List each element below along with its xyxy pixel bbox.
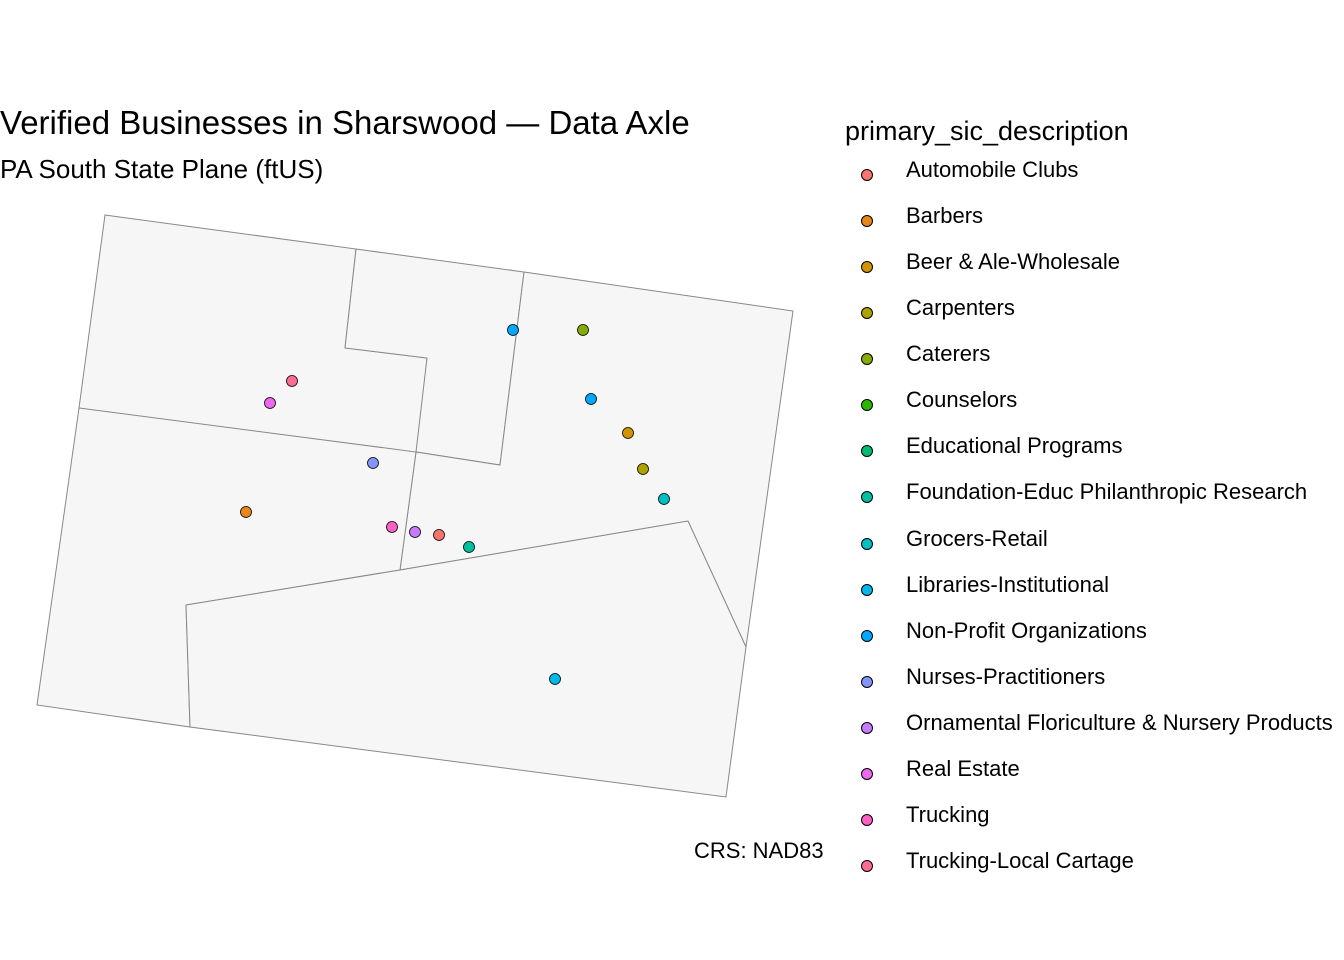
business-point [240,506,252,518]
legend-point-icon [861,169,873,181]
legend-label: Carpenters [906,295,1015,321]
legend-item: Grocers-Retail [845,526,1344,584]
legend-label: Educational Programs [906,433,1123,459]
crs-caption: CRS: NAD83 [694,838,824,863]
map-panel [36,214,794,798]
legend-point-icon [861,537,873,550]
legend-item: Counselors [845,387,1344,445]
legend-item: Libraries-Institutional [845,572,1344,630]
legend-label: Nurses-Practitioners [906,663,1106,689]
legend-title: primary_sic_description [845,116,1129,146]
business-point [386,521,398,533]
legend-label: Ornamental Floriculture & Nursery Produc… [906,709,1333,735]
legend-label: Beer & Ale-Wholesale [906,249,1120,275]
legend-label: Grocers-Retail [906,525,1048,551]
legend-point-icon [861,767,873,780]
business-point [585,393,597,405]
legend-point-icon [861,859,873,872]
legend-label: Libraries-Institutional [906,571,1109,597]
business-point [507,324,519,336]
business-point [463,541,475,553]
legend-label: Barbers [906,203,984,229]
legend: primary_sic_description Automobile Clubs… [845,116,1344,906]
map-subtitle: PA South State Plane (ftUS) [0,154,324,184]
legend-point-icon [861,261,873,274]
legend-item: Trucking [845,802,1344,860]
map-title: Verified Businesses in Sharswood — Data … [0,104,690,141]
legend-point-icon [861,215,873,228]
business-point [264,397,276,409]
legend-label: Trucking-Local Cartage [906,847,1134,873]
legend-point-icon [861,629,873,642]
legend-item: Trucking-Local Cartage [845,848,1344,906]
business-points [240,324,670,685]
legend-item: Foundation-Educ Philanthropic Research [845,479,1344,537]
block-group-polygon [185,520,747,798]
legend-label: Counselors [906,387,1018,413]
business-point [409,526,421,538]
legend-point-icon [861,583,873,596]
legend-item: Real Estate [845,756,1344,814]
block-group-polygons [36,214,794,798]
legend-label: Foundation-Educ Philanthropic Research [906,479,1308,505]
business-point [577,324,589,336]
business-point [433,529,445,541]
legend-item: Non-Profit Organizations [845,618,1344,676]
legend-label: Automobile Clubs [906,157,1079,182]
legend-item: Beer & Ale-Wholesale [845,249,1344,307]
legend-label: Trucking [906,801,990,827]
legend-item: Carpenters [845,295,1344,353]
legend-point-icon [861,675,873,688]
legend-label: Caterers [906,341,991,367]
business-point [622,427,634,439]
business-point [286,375,298,387]
legend-point-icon [861,813,873,826]
legend-label: Non-Profit Organizations [906,617,1147,643]
business-point [367,457,379,469]
legend-point-icon [861,721,873,734]
legend-items: Automobile Clubs Barbers Beer & Ale-Wholes… [845,157,1344,906]
legend-point-icon [861,399,873,412]
legend-item: Educational Programs [845,433,1344,491]
legend-item: Barbers [845,203,1344,261]
legend-item: Nurses-Practitioners [845,664,1344,722]
business-point [637,463,649,475]
legend-label: Real Estate [906,755,1020,781]
legend-item: Automobile Clubs [845,157,1344,215]
legend-item: Caterers [845,341,1344,399]
legend-point-icon [861,307,873,320]
business-point [658,493,670,505]
legend-item: Ornamental Floriculture & Nursery Produc… [845,710,1344,768]
legend-point-icon [861,445,873,458]
legend-point-icon [861,353,873,366]
legend-point-icon [861,491,873,504]
business-point [549,673,561,685]
